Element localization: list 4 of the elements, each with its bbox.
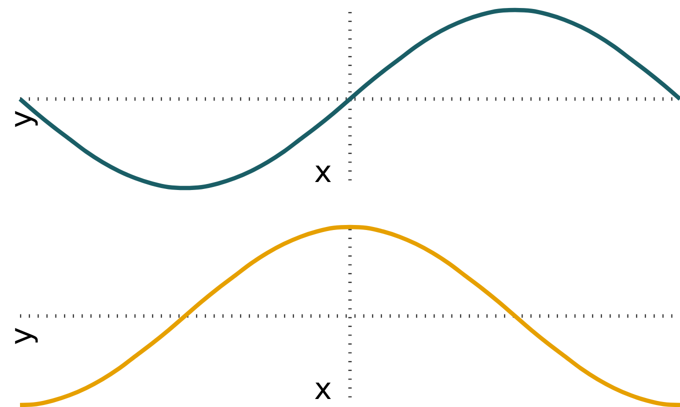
x-axis-title: x <box>314 155 332 190</box>
y-axis-title: y <box>4 110 40 128</box>
y-axis-title: y <box>4 327 40 345</box>
x-axis-title: x <box>314 372 332 407</box>
